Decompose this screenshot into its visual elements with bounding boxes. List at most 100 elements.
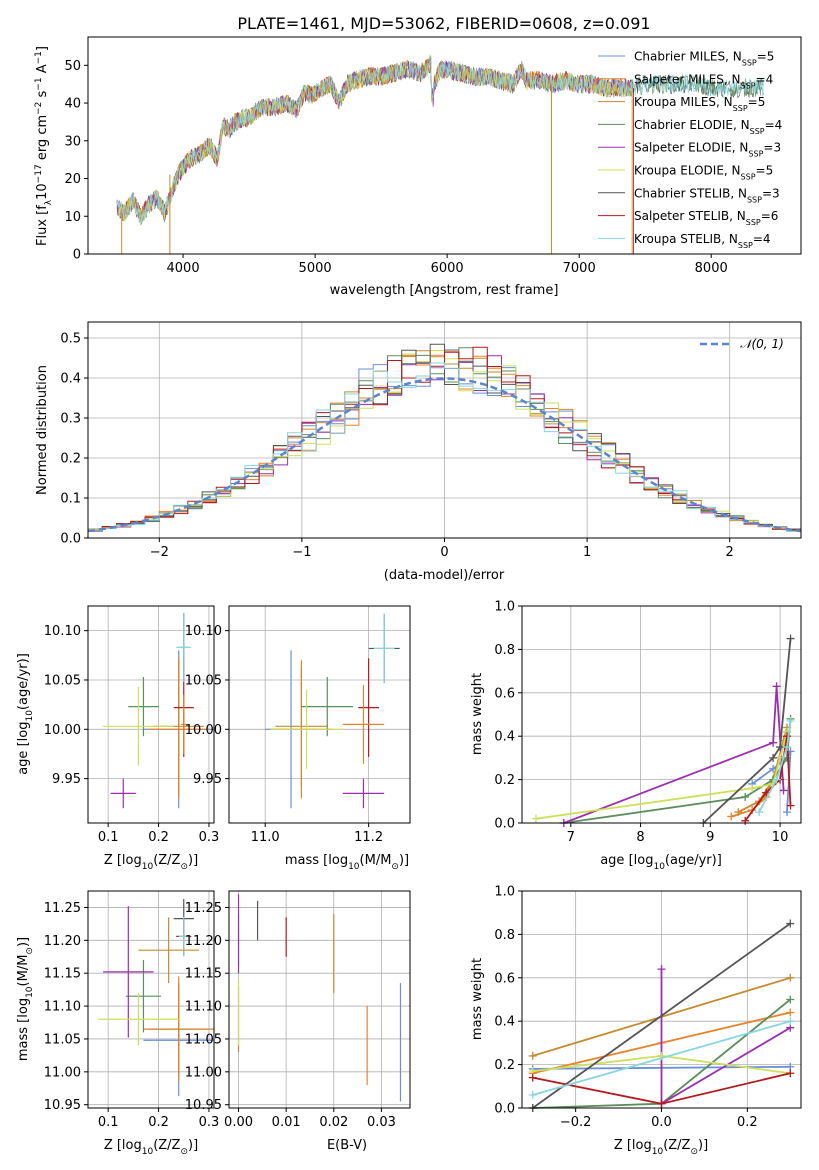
mass-vs-extinction-chart-plot-area [237,894,402,1102]
y-axis-label: age [log10(age/yr)] [16,653,35,775]
y-tick-label: 10.00 [185,723,222,738]
weight-marker [786,801,795,810]
y-tick-label: 0.2 [60,452,81,467]
y-tick-label: 0.3 [60,412,81,427]
error-point [138,917,199,984]
weight-marker [783,743,792,752]
x-axis-label: Z [log10(Z/Z⊙)] [614,1138,708,1157]
weight-marker [528,1073,537,1082]
x-tick-label: 0.01 [272,1115,301,1130]
weight-marker [769,738,778,747]
weight-line [532,922,791,1109]
y-tick-label: 11.15 [185,967,222,982]
gaussian-curve [87,377,802,533]
y-tick-label: 0.1 [60,492,81,507]
weight-marker [786,717,795,726]
x-tick-label: 9 [706,830,714,845]
y-tick-label: 11.25 [185,901,222,916]
x-axis-label: age [log10(age/yr)] [600,853,722,872]
y-tick-label: 0.0 [494,1102,515,1117]
x-tick-label: 11.0 [251,830,280,845]
x-tick-label: 5000 [299,261,332,276]
y-tick-label: 0.4 [494,1015,515,1030]
y-tick-label: 0.0 [60,532,81,547]
error-point [125,960,162,1033]
legend-label: Chabrier MILES, NSSP=5 [634,50,774,68]
y-tick-label: 11.10 [185,1000,222,1015]
weight-marker [531,814,540,823]
legend-label: Chabrier ELODIE, NSSP=4 [634,118,782,136]
age-vs-metallicity-chart: 0.1 0.2 0.3 9.95 10.00 10.05 10.10 Z [log10(Z/Z… [16,605,220,872]
weight-marker [528,1090,537,1099]
x-axis-label: wavelength [Angstrom, rest frame] [330,283,559,298]
spectrum-chart: 4000 5000 6000 7000 8000 0 10 20 30 40 50 wavelengt… [34,36,802,298]
legend-label: Salpeter STELIB, NSSP=6 [634,209,778,227]
error-point [358,658,379,757]
weight-marker [528,1051,537,1060]
weight-vs-age-chart: 7 8 9 10 0.0 0.2 0.4 0.6 0.8 1.0 age [log10(age/yr… [470,600,802,872]
x-tick-label: 0.3 [199,830,220,845]
x-tick-label: 11.2 [354,830,383,845]
weight-marker [786,1017,795,1026]
weight-marker [727,812,736,821]
error-point [103,686,174,766]
weight-marker [786,919,795,928]
weight-line [758,720,792,813]
x-axis-label: Z [log10(Z/Z⊙)] [104,853,198,872]
weight-marker [786,995,795,1004]
weight-vs-age-chart-plot-area [531,634,795,827]
weight-line [563,686,785,824]
y-tick-label: 11.05 [185,1032,222,1047]
weight-marker [783,808,792,817]
x-tick-label: 0.2 [737,1115,758,1130]
x-tick-label: 0.2 [148,830,169,845]
weight-marker [748,784,757,793]
x-tick-label: 1 [583,545,591,560]
y-tick-label: 11.20 [44,934,81,949]
axes-frame [87,605,215,824]
y-tick-label: 0.2 [494,1058,515,1073]
axes-frame [87,36,802,255]
error-point [342,684,385,764]
x-tick-label: 7000 [563,261,596,276]
y-tick-label: 0.0 [494,817,515,832]
weight-marker [783,732,792,741]
y-tick-label: 10 [64,210,81,225]
error-point [110,778,136,809]
x-tick-label: −1 [292,545,311,560]
y-tick-label: 10.05 [185,673,222,688]
weight-marker [657,965,666,974]
figure-title: PLATE=1461, MJD=53062, FIBERID=0608, z=0… [237,14,650,33]
spectrum-chart-plot-area [116,53,764,255]
y-tick-label: 9.95 [193,772,222,787]
axes-frame [521,605,802,824]
x-tick-label: 10 [772,830,789,845]
y-tick-label: 0.8 [494,643,515,658]
y-tick-label: 11.00 [44,1065,81,1080]
y-tick-label: 0.5 [60,332,81,347]
x-tick-label: 0 [440,545,448,560]
x-tick-label: 8 [636,830,644,845]
y-axis-label: mass weight [470,958,485,1040]
y-axis-label: mass [log10(M/M⊙)] [16,937,35,1061]
weight-vs-metallicity-chart-plot-area [528,919,795,1112]
legend-label: Kroupa STELIB, NSSP=4 [634,232,771,250]
legend-label: 𝒩(0, 1) [740,337,784,351]
y-tick-label: 10.95 [185,1098,222,1113]
error-point [373,613,395,683]
legend-label: Kroupa MILES, NSSP=5 [634,95,765,113]
y-tick-label: 0.8 [494,928,515,943]
x-tick-label: 0.02 [319,1115,348,1130]
y-tick-label: 10.95 [44,1098,81,1113]
y-tick-label: 11.05 [44,1032,81,1047]
y-tick-label: 0.2 [494,773,515,788]
y-tick-label: 10.00 [44,723,81,738]
weight-marker [734,808,743,817]
y-axis-label: mass weight [470,673,485,755]
y-tick-label: 10.05 [44,673,81,688]
y-tick-label: 0 [73,248,81,263]
x-tick-label: 0.00 [224,1115,253,1130]
error-point [181,694,187,754]
y-tick-label: 11.20 [185,934,222,949]
